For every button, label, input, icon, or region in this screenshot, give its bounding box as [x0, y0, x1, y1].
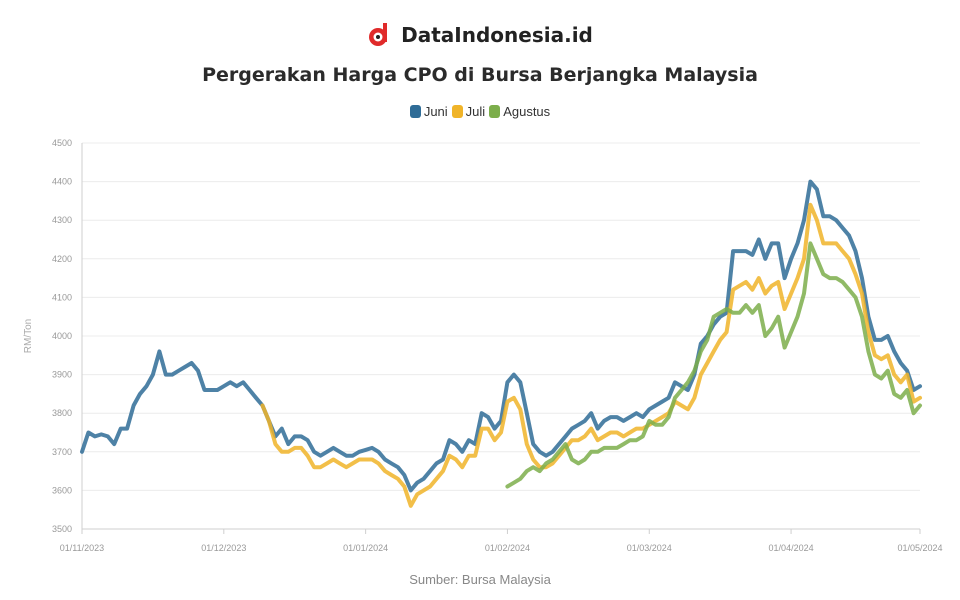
x-tick-label: 01/11/2023 [60, 543, 104, 553]
chart-source: Sumber: Bursa Malaysia [409, 572, 551, 587]
y-tick-label: 4000 [52, 331, 72, 341]
y-tick-label: 4500 [52, 138, 72, 148]
series-line-agustus [505, 241, 922, 489]
series-line-juli [260, 202, 922, 508]
y-axis-label: RM/Ton [23, 319, 34, 353]
y-tick-label: 3600 [52, 485, 72, 495]
y-tick-label: 3700 [52, 447, 72, 457]
x-tick-label: 01/02/2024 [485, 543, 530, 553]
chart-legend: Juni Juli Agustus [0, 104, 960, 119]
brand-header: DataIndonesia.id [0, 22, 960, 48]
legend-label-juli: Juli [465, 104, 486, 119]
x-tick-label: 01/03/2024 [627, 543, 672, 553]
legend-item-agustus[interactable]: Agustus [489, 104, 550, 119]
y-tick-label: 4100 [52, 292, 72, 302]
legend-swatch-juli [451, 105, 463, 118]
y-tick-label: 4400 [52, 177, 72, 187]
legend-swatch-agustus [489, 105, 501, 118]
x-tick-label: 01/01/2024 [343, 543, 388, 553]
legend-label-juni: Juni [423, 104, 448, 119]
x-tick-label: 01/12/2023 [201, 543, 246, 553]
y-tick-label: 3800 [52, 408, 72, 418]
brand-name: DataIndonesia.id [401, 23, 593, 47]
y-tick-label: 4200 [52, 254, 72, 264]
legend-item-juni[interactable]: Juni [409, 104, 448, 119]
legend-swatch-juni [409, 105, 421, 118]
chart-title: Pergerakan Harga CPO di Bursa Berjangka … [202, 64, 758, 86]
x-tick-label: 01/05/2024 [897, 543, 942, 553]
y-tick-label: 4300 [52, 215, 72, 225]
series-line-juni [80, 179, 922, 493]
x-tick-label: 01/04/2024 [769, 543, 814, 553]
y-tick-label: 3900 [52, 370, 72, 380]
y-tick-label: 3500 [52, 524, 72, 534]
legend-label-agustus: Agustus [503, 104, 551, 119]
dataindonesia-logo-icon [369, 23, 388, 46]
legend-item-juli[interactable]: Juli [451, 104, 486, 119]
